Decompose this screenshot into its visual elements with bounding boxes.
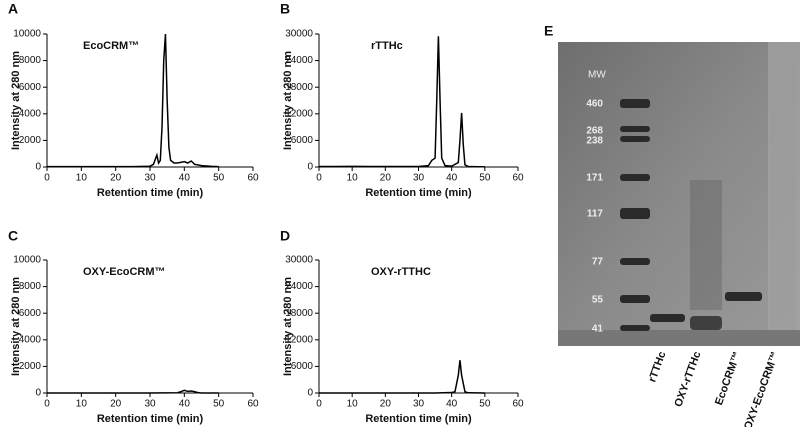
lane-label: OXY-rTTHc	[672, 350, 703, 409]
y-axis-label: Intensity at 280 nm	[10, 51, 22, 150]
x-tick-label: 30	[413, 173, 425, 184]
x-tick-label: 20	[110, 399, 122, 410]
x-axis-label: Retention time (min)	[97, 413, 204, 425]
y-tick-label: 24000	[285, 281, 313, 292]
x-tick-label: 60	[512, 173, 524, 184]
y-tick-label: 0	[35, 388, 41, 399]
y-tick-label: 6000	[19, 308, 42, 319]
y-tick-label: 6000	[291, 361, 314, 372]
y-tick-label: 8000	[19, 55, 42, 66]
panel-label: A	[8, 1, 18, 17]
x-tick-label: 50	[213, 173, 225, 184]
x-tick-label: 40	[179, 399, 191, 410]
x-tick-label: 50	[479, 399, 491, 410]
x-axis-label: Retention time (min)	[97, 187, 204, 199]
trace	[319, 36, 485, 168]
x-tick-label: 0	[44, 399, 50, 410]
y-tick-label: 4000	[19, 108, 42, 119]
y-tick-label: 30000	[285, 29, 313, 40]
y-tick-label: 12000	[285, 108, 313, 119]
x-axis-label: Retention time (min)	[365, 413, 472, 425]
gel-image	[558, 42, 800, 346]
x-tick-label: 60	[512, 399, 524, 410]
y-tick-label: 30000	[285, 255, 313, 266]
x-tick-label: 0	[316, 399, 322, 410]
y-tick-label: 6000	[19, 82, 42, 93]
trace	[47, 389, 219, 394]
mw-marker: 238	[586, 136, 603, 147]
x-tick-label: 30	[144, 173, 156, 184]
mw-marker: 460	[586, 99, 603, 110]
mw-marker: 41	[592, 324, 604, 335]
y-axis-label: Intensity at 280 nm	[282, 277, 294, 376]
x-tick-label: 20	[380, 399, 392, 410]
trace	[47, 33, 219, 168]
x-tick-label: 10	[76, 173, 88, 184]
mw-header: MW	[588, 70, 606, 81]
x-axis-label: Retention time (min)	[365, 187, 472, 199]
x-tick-label: 50	[213, 399, 225, 410]
panel-label: C	[8, 228, 18, 244]
trace	[319, 360, 485, 394]
y-tick-label: 2000	[19, 135, 42, 146]
y-tick-label: 2000	[19, 361, 42, 372]
x-tick-label: 40	[179, 173, 191, 184]
mw-marker: 268	[586, 126, 603, 137]
y-tick-label: 10000	[13, 255, 41, 266]
lane-label: OXY-EcoCRM™	[742, 350, 781, 427]
y-tick-label: 18000	[285, 82, 313, 93]
mw-marker: 77	[592, 257, 604, 268]
y-tick-label: 18000	[285, 308, 313, 319]
y-tick-label: 0	[307, 162, 313, 173]
chart-title: EcoCRM™	[83, 40, 139, 52]
chart-title: rTTHc	[371, 40, 403, 52]
mw-marker: 55	[592, 295, 604, 306]
x-tick-label: 60	[247, 399, 259, 410]
x-tick-label: 0	[316, 173, 322, 184]
x-tick-label: 60	[247, 173, 259, 184]
y-axis-label: Intensity at 280 nm	[282, 51, 294, 150]
lane-label: EcoCRM™	[713, 350, 744, 407]
x-tick-label: 30	[144, 399, 156, 410]
y-tick-label: 0	[35, 162, 41, 173]
y-tick-label: 24000	[285, 55, 313, 66]
x-tick-label: 0	[44, 173, 50, 184]
x-tick-label: 50	[479, 173, 491, 184]
y-tick-label: 8000	[19, 281, 42, 292]
y-tick-label: 4000	[19, 334, 42, 345]
panel-label: D	[280, 228, 290, 244]
y-tick-label: 12000	[285, 334, 313, 345]
mw-marker: 117	[587, 209, 604, 220]
chart-title: OXY-EcoCRM™	[83, 266, 166, 278]
x-tick-label: 40	[446, 173, 458, 184]
y-axis-label: Intensity at 280 nm	[10, 277, 22, 376]
y-tick-label: 0	[307, 388, 313, 399]
panel-label: E	[544, 23, 553, 39]
y-tick-label: 6000	[291, 135, 314, 146]
x-tick-label: 10	[76, 399, 88, 410]
x-tick-label: 40	[446, 399, 458, 410]
mw-marker: 171	[586, 173, 603, 184]
x-tick-label: 30	[413, 399, 425, 410]
panel-label: B	[280, 1, 290, 17]
x-tick-label: 10	[347, 399, 359, 410]
x-tick-label: 20	[380, 173, 392, 184]
x-tick-label: 10	[347, 173, 359, 184]
x-tick-label: 20	[110, 173, 122, 184]
y-tick-label: 10000	[13, 29, 41, 40]
lane-label: rTTHc	[646, 350, 668, 384]
chart-title: OXY-rTTHC	[371, 266, 431, 278]
